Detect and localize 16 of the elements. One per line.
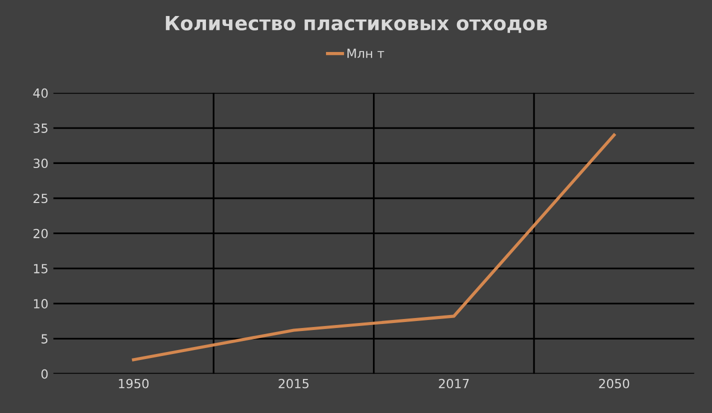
x-tick-label: 2050 xyxy=(599,378,630,388)
y-tick-label: 35 xyxy=(34,124,48,133)
y-tick-label: 0 xyxy=(41,369,48,379)
y-tick-label: 25 xyxy=(34,194,48,204)
y-tick-label: 10 xyxy=(34,299,48,308)
y-tick-label: 5 xyxy=(42,334,48,344)
chart-title: Количество пластиковых отходов xyxy=(166,16,548,33)
line-series xyxy=(132,134,616,362)
y-tick-label: 40 xyxy=(33,88,48,98)
x-tick-label: 2015 xyxy=(278,378,309,388)
y-tick-label: 20 xyxy=(34,228,48,238)
legend-label: Млн т xyxy=(348,48,384,58)
x-tick-label: 1950 xyxy=(118,378,149,388)
y-tick-label: 15 xyxy=(34,264,48,274)
x-tick-label: 2017 xyxy=(438,378,469,388)
y-tick-label: 30 xyxy=(34,158,48,168)
